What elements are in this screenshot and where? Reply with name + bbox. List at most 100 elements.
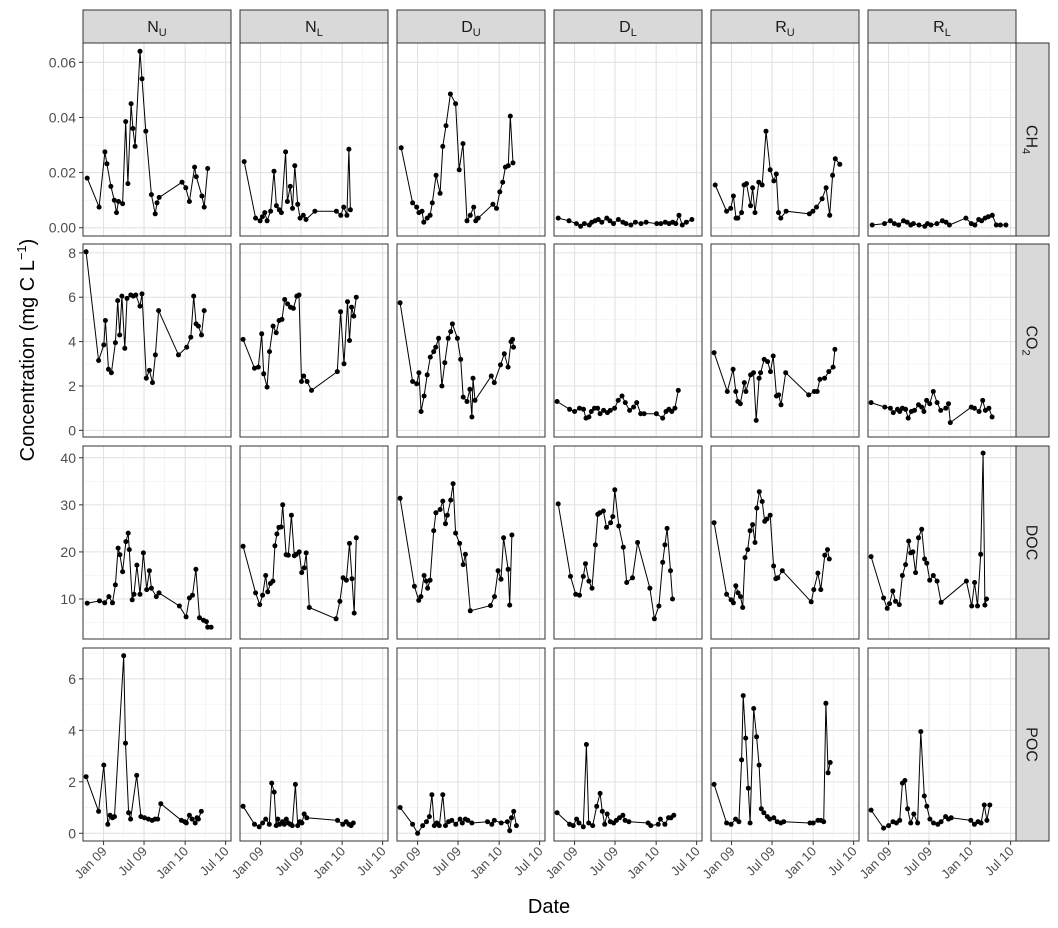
data-point xyxy=(513,823,519,829)
data-point xyxy=(906,538,912,544)
data-point xyxy=(271,168,277,174)
data-point xyxy=(102,149,108,155)
data-point xyxy=(754,505,760,511)
data-point xyxy=(346,146,352,152)
data-point xyxy=(711,350,717,356)
data-point xyxy=(470,375,476,381)
data-point xyxy=(658,221,664,227)
data-point xyxy=(989,212,995,218)
data-point xyxy=(421,573,427,578)
data-point xyxy=(449,817,455,823)
data-point xyxy=(491,817,497,823)
data-point xyxy=(566,218,572,224)
data-point xyxy=(347,207,353,213)
data-point xyxy=(763,128,769,134)
facet-label-row: CH4 xyxy=(1020,125,1040,154)
data-point xyxy=(754,734,760,740)
data-point xyxy=(454,335,460,341)
data-point xyxy=(125,530,131,536)
data-point xyxy=(398,145,404,151)
data-point xyxy=(152,352,158,358)
y-tick-label: 30 xyxy=(60,497,76,513)
data-point xyxy=(176,352,181,358)
data-point xyxy=(278,210,284,216)
data-point xyxy=(730,193,736,199)
panel-border xyxy=(710,445,860,640)
facet-panel xyxy=(553,42,703,237)
data-point xyxy=(120,201,126,207)
facet-panel xyxy=(396,647,546,842)
data-point xyxy=(139,76,145,82)
data-point xyxy=(429,792,435,798)
data-point xyxy=(448,497,454,503)
data-point xyxy=(982,602,988,608)
data-point xyxy=(299,379,304,384)
data-point xyxy=(295,823,301,829)
data-point xyxy=(897,817,903,823)
data-point xyxy=(440,792,446,798)
panel-background xyxy=(240,43,388,236)
data-point xyxy=(822,375,828,381)
data-point xyxy=(110,600,115,606)
data-point xyxy=(112,814,117,820)
data-point xyxy=(495,568,501,574)
panel-background xyxy=(868,446,1016,639)
data-point xyxy=(910,549,916,555)
data-point xyxy=(986,405,992,411)
data-point xyxy=(201,204,207,210)
data-point xyxy=(280,502,286,508)
data-point xyxy=(106,366,111,372)
data-point xyxy=(137,303,143,309)
data-point xyxy=(819,196,825,202)
data-point xyxy=(837,161,843,167)
facet-panel xyxy=(82,647,232,842)
data-point xyxy=(240,336,246,342)
data-point xyxy=(344,212,350,218)
panel-background xyxy=(554,43,702,236)
data-point xyxy=(507,113,513,119)
x-tick-label: Jan 10 xyxy=(781,844,819,882)
data-point xyxy=(414,381,420,387)
data-point xyxy=(922,556,928,562)
data-point xyxy=(83,774,89,780)
data-point xyxy=(599,219,605,225)
data-point xyxy=(303,550,309,556)
panel-border xyxy=(239,243,389,438)
data-point xyxy=(570,823,576,829)
data-point xyxy=(353,294,359,300)
data-point xyxy=(511,344,516,350)
data-point xyxy=(568,573,573,579)
data-point xyxy=(631,404,637,410)
data-point xyxy=(509,815,514,821)
data-point xyxy=(742,555,748,561)
data-point xyxy=(615,217,621,222)
data-point xyxy=(290,305,296,311)
data-point xyxy=(126,547,132,553)
data-point xyxy=(436,823,442,829)
data-point xyxy=(410,821,416,827)
data-point xyxy=(423,578,429,584)
series-line xyxy=(399,302,514,418)
data-point xyxy=(908,820,914,826)
data-point xyxy=(578,223,584,229)
data-point xyxy=(985,214,991,220)
data-point xyxy=(491,380,497,386)
y-tick-label: 0.06 xyxy=(49,54,76,70)
data-point xyxy=(590,823,596,829)
data-point xyxy=(340,821,346,827)
data-point xyxy=(460,394,466,400)
y-tick-label: 0.00 xyxy=(49,220,76,236)
data-point xyxy=(137,591,143,597)
series-line xyxy=(87,532,212,628)
data-point xyxy=(915,820,921,826)
data-point xyxy=(429,200,435,206)
data-point xyxy=(975,603,980,609)
data-point xyxy=(347,338,352,343)
data-point xyxy=(752,210,758,216)
panel-border xyxy=(553,647,703,842)
facet-panel xyxy=(867,243,1017,438)
data-point xyxy=(930,389,936,394)
data-point xyxy=(274,531,280,537)
panel-border xyxy=(553,243,703,438)
data-point xyxy=(192,820,198,826)
